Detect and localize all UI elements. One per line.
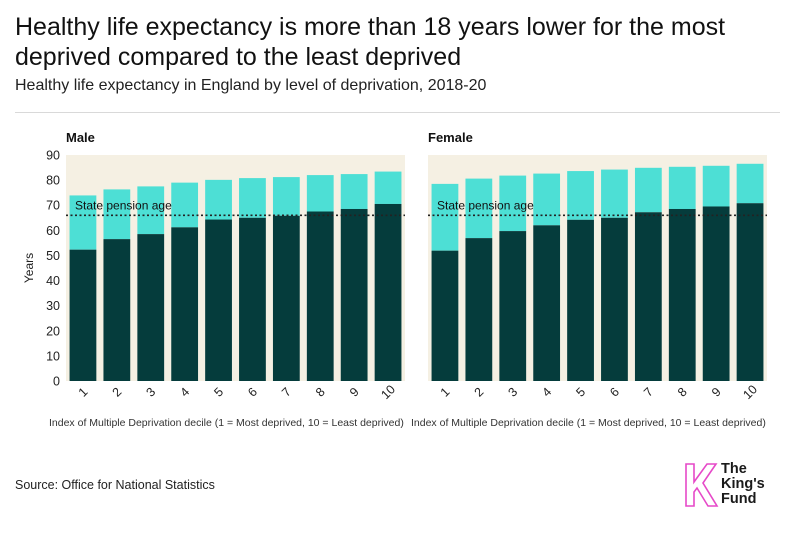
bar-healthy-life-expectancy bbox=[431, 250, 459, 381]
header-divider bbox=[15, 112, 780, 113]
bar-years-poor-health bbox=[533, 173, 561, 226]
bar-healthy-life-expectancy bbox=[736, 203, 764, 381]
bar-years-poor-health bbox=[340, 174, 368, 209]
x-tick-label: 4 bbox=[177, 385, 192, 400]
y-tick-label: 50 bbox=[46, 249, 60, 263]
bar-healthy-life-expectancy bbox=[171, 227, 199, 381]
bar-healthy-life-expectancy bbox=[567, 219, 594, 381]
x-tick-label: 10 bbox=[378, 382, 398, 402]
kings-fund-logo: The King's Fund bbox=[683, 462, 783, 508]
bar-years-poor-health bbox=[634, 167, 662, 213]
bar-healthy-life-expectancy bbox=[465, 238, 493, 381]
bar-years-poor-health bbox=[103, 189, 131, 240]
y-tick-label: 40 bbox=[46, 274, 60, 288]
kings-fund-k-icon bbox=[685, 463, 719, 507]
x-tick-label: 5 bbox=[211, 385, 226, 400]
reference-line-label: State pension age bbox=[75, 198, 172, 212]
x-tick-label: 6 bbox=[245, 385, 260, 400]
logo-text-the: The bbox=[721, 461, 747, 477]
y-tick-label: 90 bbox=[46, 149, 60, 163]
bar-years-poor-health bbox=[465, 178, 493, 239]
x-tick-label: 1 bbox=[438, 385, 453, 400]
x-tick-label: 9 bbox=[347, 385, 362, 400]
bar-years-poor-health bbox=[431, 183, 459, 251]
bar-years-poor-health bbox=[171, 182, 199, 228]
bar-healthy-life-expectancy bbox=[272, 215, 300, 381]
bar-years-poor-health bbox=[69, 195, 97, 250]
x-tick-label: 8 bbox=[675, 385, 690, 400]
bar-years-poor-health bbox=[374, 171, 402, 204]
logo-text-kings: King's bbox=[721, 476, 765, 492]
bar-healthy-life-expectancy bbox=[668, 208, 696, 381]
x-tick-label: 7 bbox=[641, 385, 656, 400]
chart-subtitle: Healthy life expectancy in England by le… bbox=[15, 77, 487, 94]
y-tick-label: 60 bbox=[46, 224, 60, 238]
x-tick-label: 8 bbox=[313, 385, 328, 400]
x-tick-label: 9 bbox=[709, 385, 724, 400]
bar-years-poor-health bbox=[499, 175, 527, 232]
bar-years-poor-health bbox=[567, 171, 594, 220]
x-tick-label: 2 bbox=[472, 385, 487, 400]
reference-line-label: State pension age bbox=[437, 198, 534, 212]
y-tick-label: 0 bbox=[53, 375, 60, 389]
x-axis-label: Index of Multiple Deprivation decile (1 … bbox=[49, 417, 404, 429]
bar-years-poor-health bbox=[306, 175, 334, 212]
y-tick-label: 10 bbox=[46, 349, 60, 363]
bar-healthy-life-expectancy bbox=[499, 231, 527, 381]
y-tick-label: 30 bbox=[46, 299, 60, 313]
x-tick-label: 7 bbox=[279, 385, 294, 400]
source-note: Source: Office for National Statistics bbox=[15, 478, 215, 492]
y-tick-label: 80 bbox=[46, 174, 60, 188]
chart-title: Healthy life expectancy is more than 18 … bbox=[15, 13, 726, 71]
bar-years-poor-health bbox=[702, 165, 730, 207]
bar-healthy-life-expectancy bbox=[239, 217, 266, 381]
x-tick-label: 10 bbox=[740, 382, 760, 402]
x-tick-label: 4 bbox=[539, 385, 554, 400]
x-tick-label: 2 bbox=[110, 385, 125, 400]
bar-years-poor-health bbox=[205, 179, 232, 220]
bar-healthy-life-expectancy bbox=[601, 217, 628, 381]
panel-title: Female bbox=[428, 130, 473, 145]
bar-years-poor-health bbox=[137, 186, 165, 235]
panel-title: Male bbox=[66, 130, 95, 145]
chart-area: Male 0 10 20 30 40 50 60 70 80 90 Years 1 2 3 4 5 6 7 8 9 10 S… bbox=[22, 130, 767, 429]
bar-healthy-life-expectancy bbox=[306, 211, 334, 381]
bar-healthy-life-expectancy bbox=[634, 212, 662, 381]
bar-years-poor-health bbox=[668, 166, 696, 209]
x-axis-label: Index of Multiple Deprivation decile (1 … bbox=[411, 417, 766, 429]
bar-years-poor-health bbox=[736, 163, 764, 204]
logo-text-fund: Fund bbox=[721, 491, 757, 507]
bar-healthy-life-expectancy bbox=[702, 206, 730, 381]
bar-healthy-life-expectancy bbox=[103, 239, 131, 381]
x-tick-label: 3 bbox=[506, 385, 521, 400]
bar-healthy-life-expectancy bbox=[533, 225, 561, 381]
bar-years-poor-health bbox=[239, 178, 266, 218]
bar-years-poor-health bbox=[601, 169, 628, 218]
bar-healthy-life-expectancy bbox=[205, 219, 232, 381]
bar-healthy-life-expectancy bbox=[374, 203, 402, 381]
y-tick-label: 70 bbox=[46, 199, 60, 213]
bar-healthy-life-expectancy bbox=[137, 234, 165, 381]
bar-years-poor-health bbox=[272, 177, 300, 216]
bar-healthy-life-expectancy bbox=[69, 249, 97, 381]
y-tick-label: 20 bbox=[46, 324, 60, 338]
bar-healthy-life-expectancy bbox=[340, 208, 368, 381]
x-tick-label: 5 bbox=[573, 385, 588, 400]
x-tick-label: 3 bbox=[144, 385, 159, 400]
y-axis-label: Years bbox=[22, 253, 36, 283]
x-tick-label: 1 bbox=[76, 385, 91, 400]
x-tick-label: 6 bbox=[607, 385, 622, 400]
